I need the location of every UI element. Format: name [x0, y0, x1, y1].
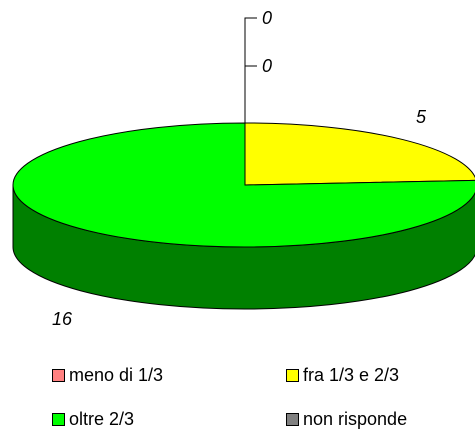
data-label-meno: 0: [262, 8, 272, 28]
data-label-fra: 5: [416, 107, 427, 127]
pie-slice-fra: [244, 122, 475, 186]
leader-line-zero-labels: [244, 17, 257, 123]
data-label-oltre: 16: [52, 309, 73, 329]
pie-slice-oltre: [12, 122, 475, 248]
data-label-non-risponde: 0: [262, 56, 272, 76]
